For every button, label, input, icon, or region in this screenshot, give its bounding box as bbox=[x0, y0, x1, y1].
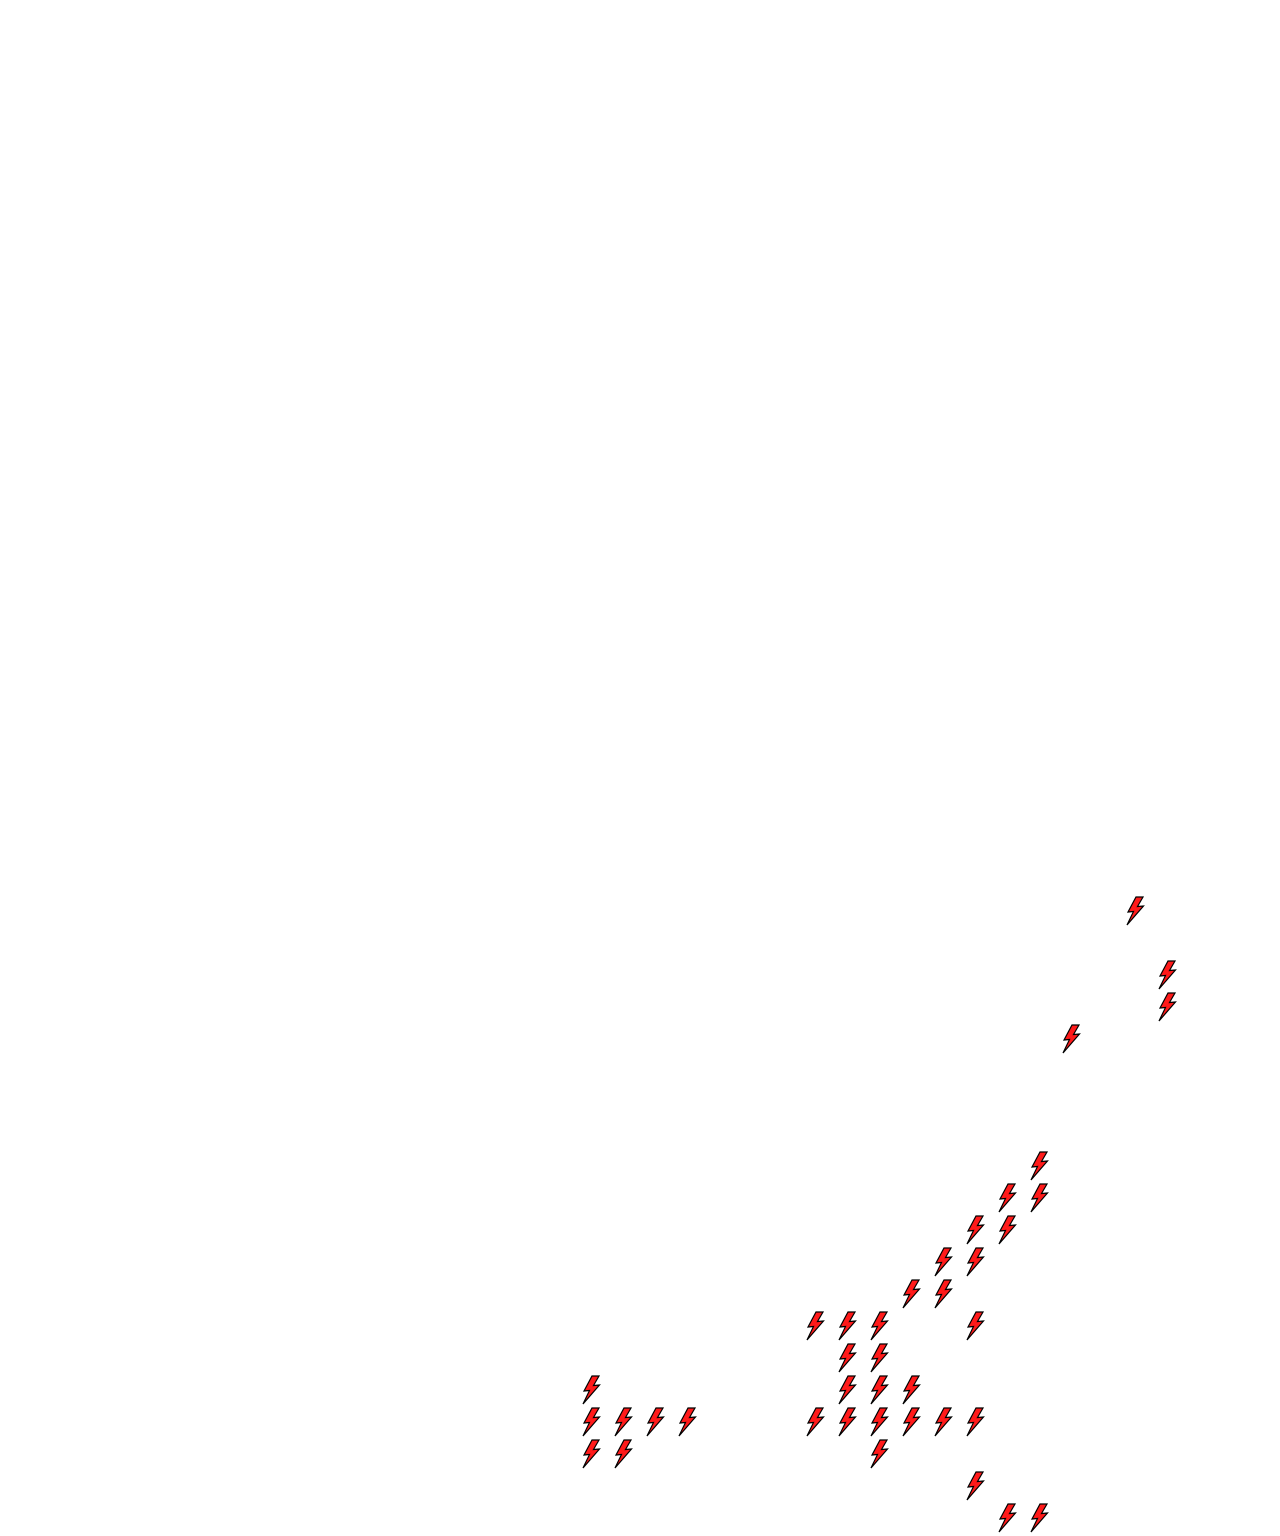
lightning-marker bbox=[1030, 1183, 1049, 1213]
lightning-marker bbox=[582, 1407, 601, 1437]
lightning-marker bbox=[582, 1375, 601, 1405]
lightning-marker bbox=[966, 1407, 985, 1437]
lightning-marker bbox=[582, 1439, 601, 1469]
lightning-marker bbox=[1158, 960, 1177, 990]
lightning-marker bbox=[934, 1247, 953, 1277]
lightning-marker bbox=[1030, 1503, 1049, 1533]
lightning-marker bbox=[838, 1407, 857, 1437]
lightning-marker bbox=[934, 1279, 953, 1309]
lightning-marker bbox=[902, 1407, 921, 1437]
lightning-marker bbox=[966, 1215, 985, 1245]
lightning-marker bbox=[870, 1375, 889, 1405]
lightning-marker bbox=[1126, 896, 1145, 926]
lightning-marker bbox=[934, 1407, 953, 1437]
lightning-marker bbox=[998, 1503, 1017, 1533]
lightning-marker bbox=[966, 1471, 985, 1501]
lightning-marker bbox=[838, 1311, 857, 1341]
lightning-marker bbox=[678, 1407, 697, 1437]
lightning-marker bbox=[998, 1215, 1017, 1245]
lightning-marker bbox=[966, 1247, 985, 1277]
lightning-marker bbox=[646, 1407, 665, 1437]
lightning-marker bbox=[614, 1407, 633, 1437]
lightning-marker bbox=[870, 1311, 889, 1341]
lightning-marker bbox=[806, 1407, 825, 1437]
lightning-marker bbox=[902, 1375, 921, 1405]
lightning-marker bbox=[806, 1311, 825, 1341]
lightning-marker bbox=[1030, 1151, 1049, 1181]
lightning-marker bbox=[902, 1279, 921, 1309]
lightning-marker bbox=[998, 1183, 1017, 1213]
lightning-marker bbox=[1158, 992, 1177, 1022]
lightning-marker bbox=[838, 1375, 857, 1405]
lightning-marker bbox=[870, 1343, 889, 1373]
lightning-marker bbox=[870, 1407, 889, 1437]
lightning-marker bbox=[870, 1439, 889, 1469]
lightning-marker bbox=[966, 1311, 985, 1341]
lightning-marker bbox=[838, 1343, 857, 1373]
lightning-marker bbox=[1062, 1024, 1081, 1054]
lightning-marker bbox=[614, 1439, 633, 1469]
